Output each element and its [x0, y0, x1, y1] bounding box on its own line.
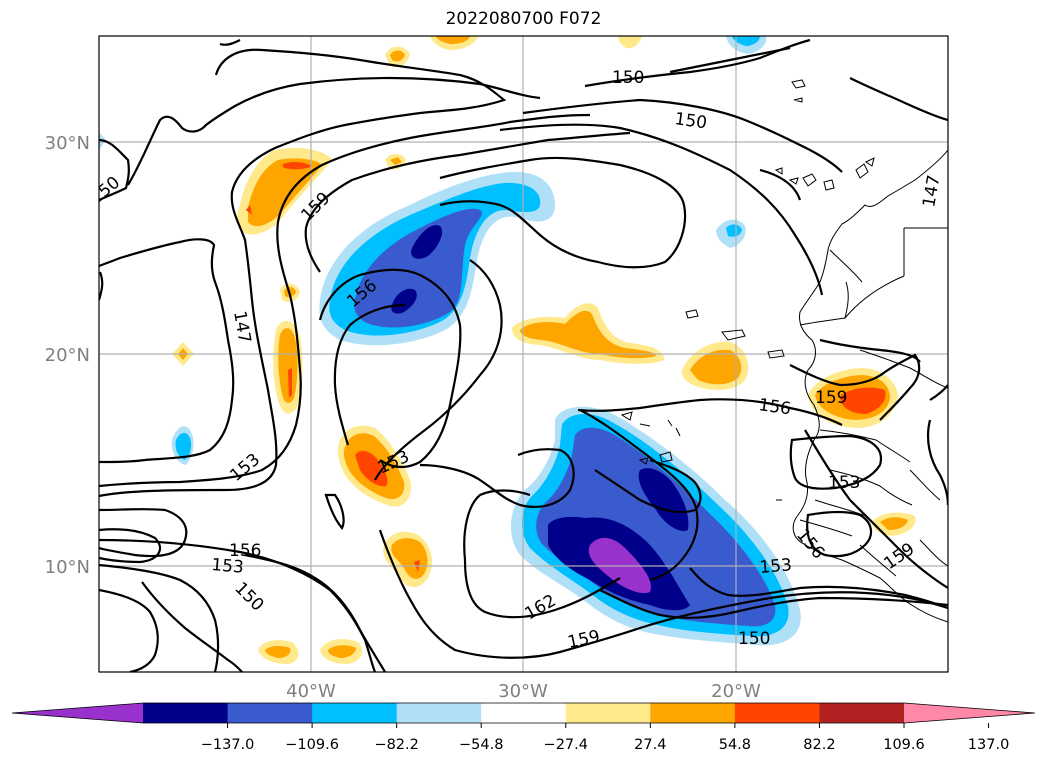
anomaly-fill-layer: [99, 36, 916, 664]
contour-label: 159: [815, 388, 847, 408]
contour-label: 150: [673, 109, 708, 133]
lon-label-40w: 40°W: [286, 681, 336, 702]
colorbar-swatch: [819, 703, 905, 723]
map-frame: [98, 35, 949, 673]
colorbar-swatch: [565, 703, 651, 723]
lon-label-20w: 20°W: [711, 681, 761, 702]
colorbar-swatch: [650, 703, 736, 723]
colorbar-swatch: [396, 703, 482, 723]
contour-label: 156: [229, 541, 261, 561]
colorbar-tick-label: −82.2: [374, 737, 418, 753]
colorbar: −137.0 −109.6 −82.2 −54.8 −27.4 27.4 54.8 82.2 1…: [11, 702, 1036, 753]
graticule: [99, 36, 948, 672]
colorbar-tick-label: −109.6: [285, 737, 339, 753]
longitude-labels: 40°W 30°W 20°W: [286, 681, 761, 702]
colorbar-tick-label: 54.8: [719, 737, 751, 753]
contour-label: 153: [759, 555, 793, 578]
map-title: 2022080700 F072: [445, 9, 602, 29]
colorbar-tick-label: −137.0: [201, 737, 255, 753]
colorbar-tick-label: −54.8: [459, 737, 503, 753]
colorbar-tick-label: 137.0: [968, 737, 1010, 753]
contour-label: 150: [738, 629, 770, 649]
colorbar-swatch: [312, 703, 398, 723]
contour-label: 153: [828, 473, 860, 493]
contour-label: 150: [612, 68, 644, 88]
contour-label: 156: [757, 395, 792, 419]
colorbar-tick-label: 109.6: [883, 737, 925, 753]
colorbar-extend-high: [904, 703, 1035, 723]
colorbar-swatch: [481, 703, 567, 723]
latitude-labels: 30°N 20°N 10°N: [45, 133, 90, 578]
colorbar-swatch: [227, 703, 313, 723]
lat-label-10n: 10°N: [45, 557, 90, 578]
colorbar-swatch: [143, 703, 229, 723]
lat-label-20n: 20°N: [45, 345, 90, 366]
lon-label-30w: 30°W: [498, 681, 548, 702]
map-plot: 150 150 150 159 156 147 147 153 153 156 …: [99, 36, 948, 672]
coastlines: [620, 79, 948, 623]
colorbar-swatch: [734, 703, 820, 723]
colorbar-extend-low: [12, 703, 143, 723]
lat-label-30n: 30°N: [45, 133, 90, 154]
colorbar-tick-label: −27.4: [544, 737, 588, 753]
colorbar-tick-label: 27.4: [634, 737, 666, 753]
contour-label: 153: [211, 555, 245, 578]
colorbar-outline: [11, 702, 1036, 724]
height-contours: [99, 38, 948, 672]
colorbar-tick-label: 82.2: [803, 737, 835, 753]
